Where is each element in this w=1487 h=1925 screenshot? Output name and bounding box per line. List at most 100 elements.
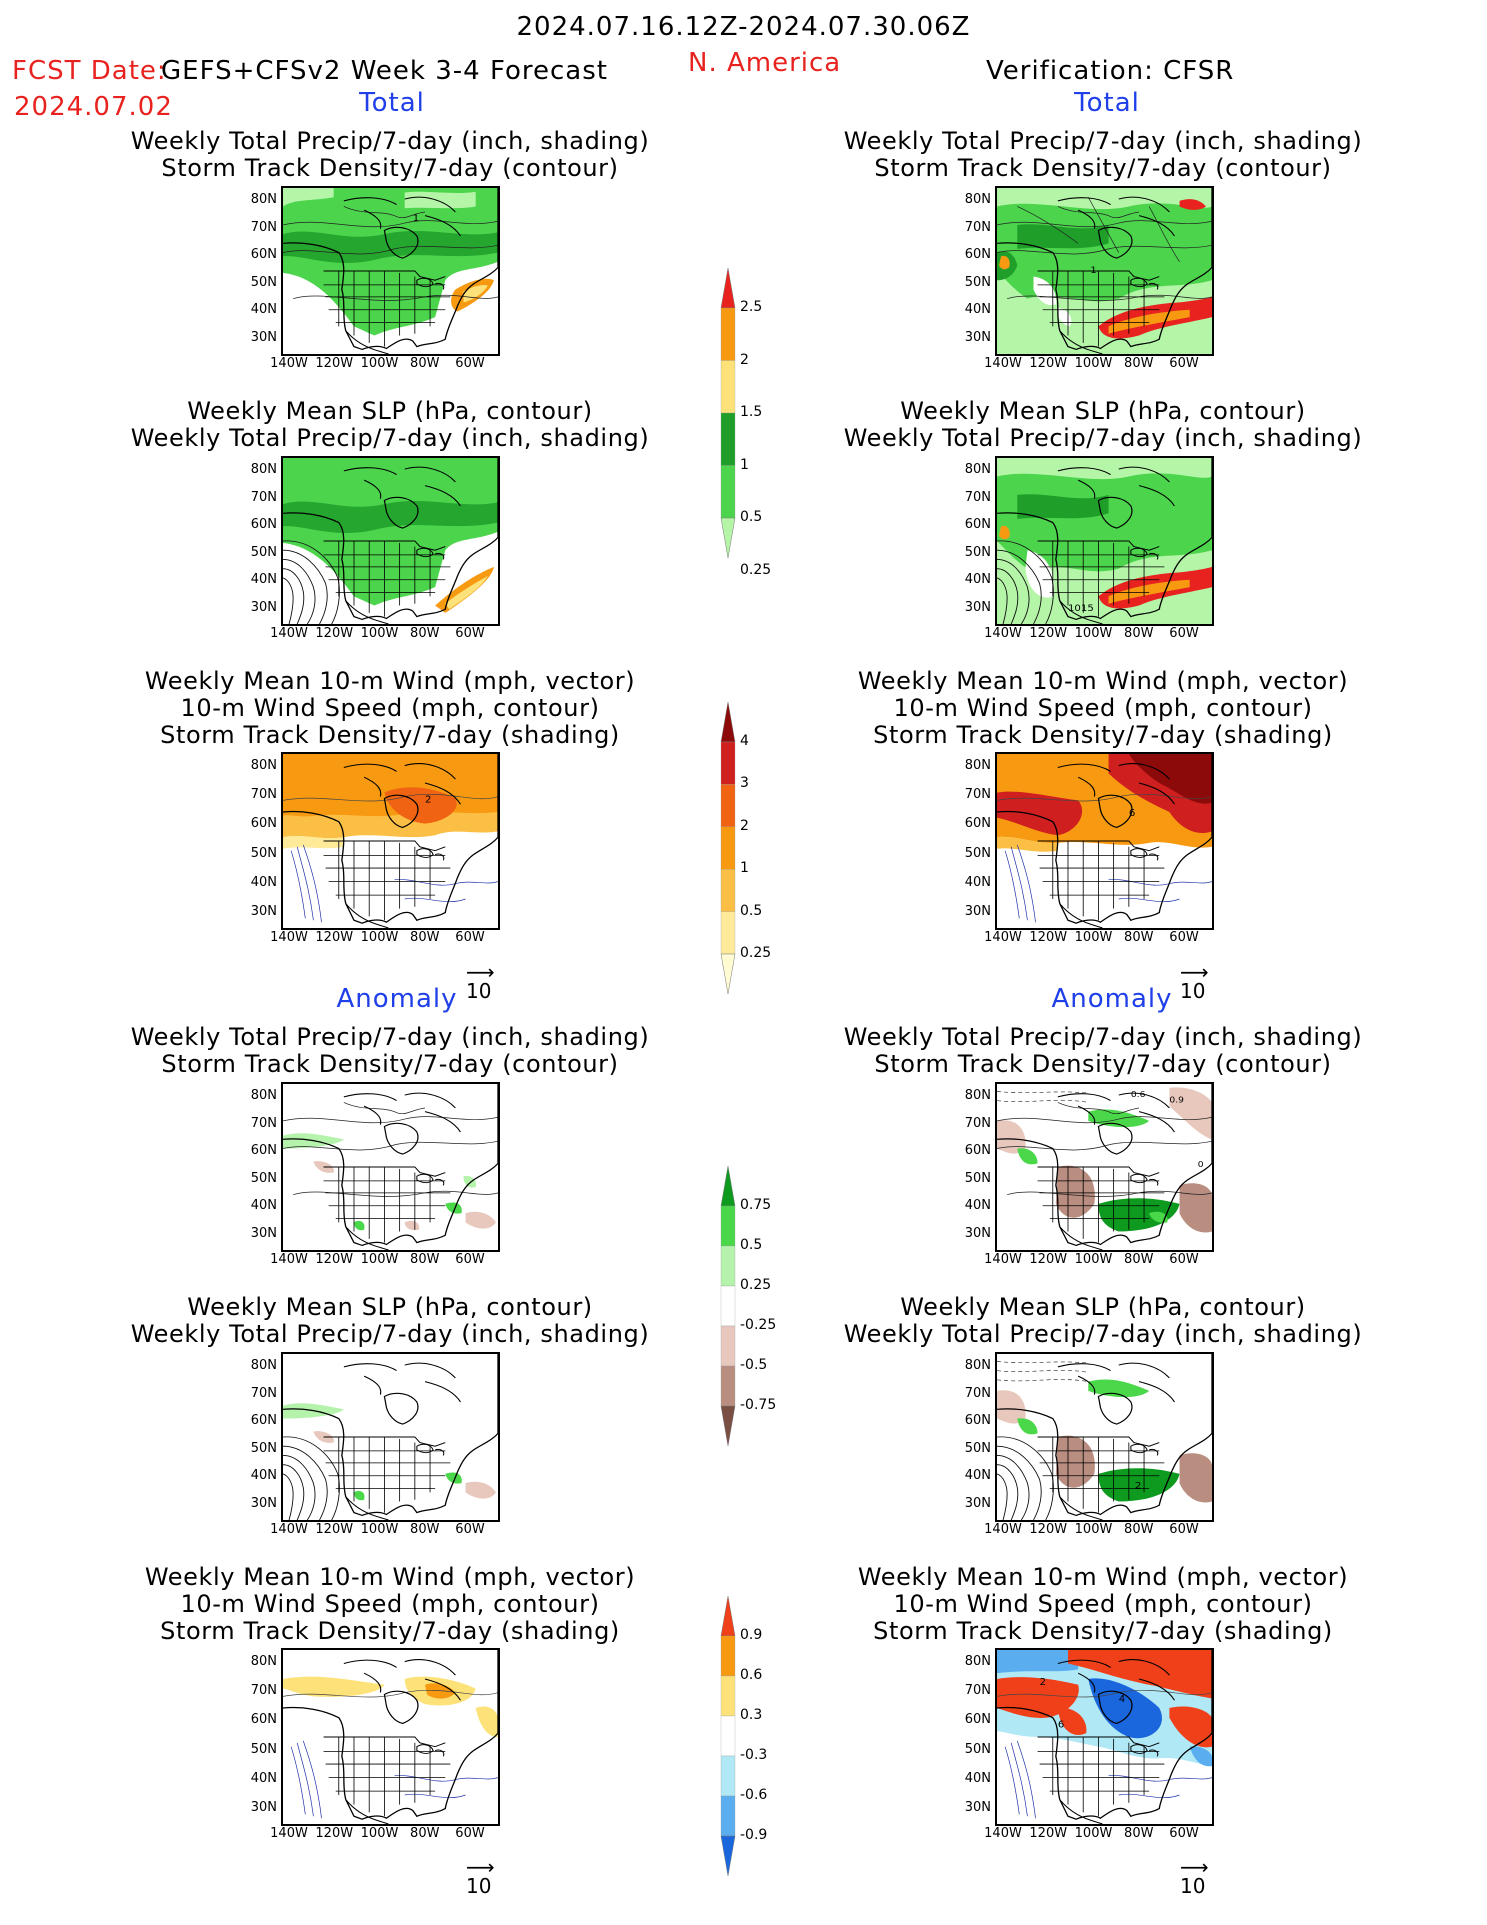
lat-tick-label: 40N <box>250 572 277 588</box>
panel-title-slp-precip-total-right: Weekly Mean SLP (hPa, contour) Weekly To… <box>808 398 1398 452</box>
title-line-2: 10-m Wind Speed (mph, contour) <box>180 694 600 722</box>
lon-tick-label: 100W <box>360 1522 399 1537</box>
lat-tick-label: 80N <box>250 462 277 477</box>
section-anomaly-right: Anomaly <box>1051 984 1173 1014</box>
lon-tick-label: 80W <box>410 1522 440 1537</box>
lon-tick-label: 120W <box>315 1522 354 1537</box>
contour-label: 4 <box>1119 1694 1125 1705</box>
vector-reference-value: 10 <box>466 979 492 1003</box>
map-wind-storm-anomaly-verification: 2 4 6 <box>995 1648 1214 1826</box>
map-precip-storm-total-forecast: 1 <box>281 186 500 356</box>
lat-tick-label: 30N <box>250 1226 277 1241</box>
title-line-1: Weekly Mean 10-m Wind (mph, vector) <box>144 667 636 695</box>
lat-tick-label: 50N <box>250 274 277 290</box>
lat-tick-label: 80N <box>964 1358 991 1373</box>
contour-label: 1015 <box>1068 603 1094 613</box>
lat-tick-label: 30N <box>250 1800 277 1815</box>
lat-tick-label: 50N <box>964 845 991 861</box>
colorbar-precip-anomaly: 0.75 0.5 0.25 -0.25 -0.5 -0.75 <box>718 1166 798 1446</box>
title-line-2: Weekly Total Precip/7-day (inch, shading… <box>843 424 1363 452</box>
title-line-1: Weekly Mean 10-m Wind (mph, vector) <box>857 1563 1349 1591</box>
panel-title-wind-storm-total-left: Weekly Mean 10-m Wind (mph, vector) 10-m… <box>95 668 685 749</box>
map-precip-storm-anomaly-forecast <box>281 1082 500 1252</box>
lat-tick-label: 60N <box>964 517 991 533</box>
lon-tick-label: 80W <box>1124 1522 1154 1537</box>
lon-tick-label: 60W <box>455 356 485 371</box>
lon-tick-label: 80W <box>410 930 440 945</box>
vector-reference-total-left: ⟶ 10 <box>466 962 495 1003</box>
colorbar-label: -0.5 <box>740 1357 768 1373</box>
lat-tick-label: 80N <box>250 1088 277 1103</box>
lat-tick-label: 50N <box>964 1741 991 1757</box>
lon-tick-label: 60W <box>455 1252 485 1267</box>
lon-tick-label: 100W <box>360 930 399 945</box>
colorbar-segment <box>720 1715 736 1757</box>
map-slp-precip-anomaly-verification: 2 <box>995 1352 1214 1522</box>
title-line-2: Storm Track Density/7-day (contour) <box>874 1050 1332 1078</box>
title-line-1: Weekly Total Precip/7-day (inch, shading… <box>130 1023 650 1051</box>
contour-label: 0 <box>1198 1160 1204 1170</box>
forecast-name: GEFS+CFSv2 Week 3-4 Forecast <box>161 56 608 86</box>
contour-label: 1 <box>413 214 419 224</box>
lat-tick-label: 30N <box>964 1496 991 1511</box>
colorbar-segment <box>720 869 736 912</box>
panel-title-wind-storm-anomaly-left: Weekly Mean 10-m Wind (mph, vector) 10-m… <box>95 1564 685 1645</box>
lon-tick-label: 120W <box>315 1252 354 1267</box>
lon-tick-label: 140W <box>270 1826 308 1841</box>
lon-tick-label: 140W <box>270 626 308 641</box>
colorbar-label: -0.25 <box>740 1317 777 1333</box>
lat-tick-label: 80N <box>964 1654 991 1669</box>
title-line-3: Storm Track Density/7-day (shading) <box>160 1617 620 1645</box>
colorbar-swatches <box>720 1166 736 1446</box>
lat-tick-label: 40N <box>964 1770 991 1786</box>
lon-tick-label: 140W <box>984 356 1022 371</box>
title-line-1: Weekly Total Precip/7-day (inch, shading… <box>843 1023 1363 1051</box>
fcst-date-label: FCST Date: <box>12 56 167 86</box>
title-line-3: Storm Track Density/7-day (shading) <box>873 721 1333 749</box>
lat-tick-label: 80N <box>250 1654 277 1669</box>
lon-tick-label: 80W <box>410 356 440 371</box>
colorbar-top-triangle <box>720 1596 736 1637</box>
lat-tick-label: 80N <box>250 758 277 773</box>
colorbar-swatches <box>720 268 736 558</box>
colorbar-bottom-triangle <box>720 953 736 994</box>
lon-tick-label: 120W <box>315 356 354 371</box>
colorbar-segment <box>720 1205 736 1247</box>
lon-tick-label: 60W <box>455 626 485 641</box>
lat-tick-label: 40N <box>964 874 991 890</box>
lon-tick-label: 140W <box>984 1252 1022 1267</box>
lon-tick-label: 120W <box>1029 1522 1068 1537</box>
lat-tick-label: 70N <box>250 1385 277 1401</box>
colorbar-segment <box>720 1795 736 1837</box>
lat-tick-label: 30N <box>964 1800 991 1815</box>
lat-tick-label: 30N <box>964 1226 991 1241</box>
title-line-1: Weekly Mean 10-m Wind (mph, vector) <box>857 667 1349 695</box>
title-line-1: Weekly Mean SLP (hPa, contour) <box>900 397 1306 425</box>
lon-tick-label: 140W <box>984 1826 1022 1841</box>
lat-tick-label: 80N <box>964 462 991 477</box>
colorbar-swatches <box>720 1596 736 1876</box>
lon-tick-label: 60W <box>1169 930 1199 945</box>
lat-tick-label: 60N <box>250 517 277 533</box>
panel-title-slp-precip-anomaly-right: Weekly Mean SLP (hPa, contour) Weekly To… <box>808 1294 1398 1348</box>
lon-tick-label: 140W <box>984 1522 1022 1537</box>
colorbar-storm-anomaly: 0.9 0.6 0.3 -0.3 -0.6 -0.9 <box>718 1596 798 1876</box>
colorbar-bottom-triangle <box>720 1405 736 1446</box>
lat-tick-label: 40N <box>250 302 277 318</box>
panel-title-precip-storm-anomaly-left: Weekly Total Precip/7-day (inch, shading… <box>95 1024 685 1078</box>
lat-tick-label: 60N <box>250 1712 277 1728</box>
lon-tick-label: 100W <box>1074 1252 1113 1267</box>
map-wind-storm-total-forecast: 2 <box>281 752 500 930</box>
lat-tick-label: 70N <box>250 219 277 235</box>
contour-label: 6 <box>1129 808 1135 819</box>
lat-tick-label: 60N <box>964 1712 991 1728</box>
colorbar-top-triangle <box>720 702 736 743</box>
vector-reference-anomaly-left: ⟶ 10 <box>466 1857 495 1898</box>
lon-tick-label: 60W <box>1169 626 1199 641</box>
colorbar-top-triangle <box>720 268 736 309</box>
lat-tick-label: 40N <box>250 1198 277 1214</box>
map-slp-precip-total-forecast <box>281 456 500 626</box>
lon-tick-label: 100W <box>1074 1522 1113 1537</box>
map-slp-precip-total-verification: 1015 <box>995 456 1214 626</box>
map-wind-storm-anomaly-forecast <box>281 1648 500 1826</box>
